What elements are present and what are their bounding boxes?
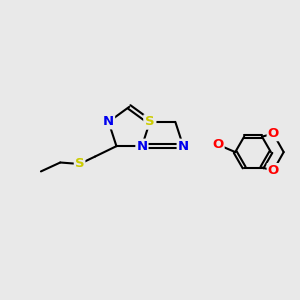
Text: N: N: [178, 140, 189, 153]
Text: O: O: [268, 164, 279, 177]
Text: N: N: [144, 116, 155, 128]
Text: O: O: [268, 127, 279, 140]
Text: O: O: [212, 138, 224, 151]
Text: S: S: [145, 116, 154, 128]
Text: N: N: [136, 140, 148, 153]
Text: N: N: [103, 116, 114, 128]
Text: S: S: [75, 158, 84, 170]
